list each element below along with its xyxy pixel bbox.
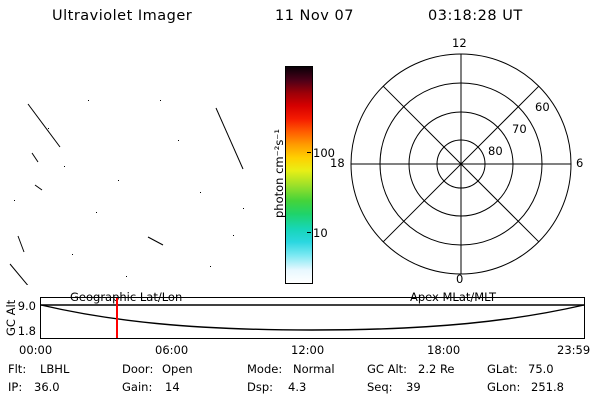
colorbar-axis-label: photon cm⁻²s⁻¹ (272, 129, 286, 219)
door-value: Open (162, 362, 193, 376)
gain-label: Gain: (122, 380, 153, 394)
mlat-label-70: 70 (512, 122, 527, 136)
polar-grid-svg (350, 53, 572, 275)
strip-xtick-0000: 00:00 (19, 343, 53, 357)
strip-xtick-0600: 06:00 (155, 343, 189, 357)
glat-label: GLat: (487, 362, 518, 376)
strip-xtick-1200: 12:00 (291, 343, 325, 357)
ip-value: 36.0 (34, 380, 60, 394)
mlt-label-12: 12 (452, 36, 467, 50)
glon-value: 251.8 (531, 380, 564, 394)
gcalt-label: GC Alt: (367, 362, 408, 376)
status-footer: Flt: LBHL IP: 36.0 Door: Open Gain: 14 M… (0, 362, 600, 400)
strip-ytick-1p8: 1.8 (17, 324, 36, 338)
flt-label: Flt: (8, 362, 27, 376)
aurora-image-svg (9, 100, 244, 289)
dsp-label: Dsp: (247, 380, 274, 394)
door-label: Door: (122, 362, 154, 376)
gain-value: 14 (165, 380, 180, 394)
colorbar-gradient (285, 66, 313, 284)
observation-time: 03:18:28 UT (428, 8, 523, 24)
strip-ytick-9: 9.0 (17, 299, 36, 313)
colorbar-tick-10: 10 (313, 226, 328, 240)
ip-label: IP: (8, 380, 23, 394)
mlat-label-60: 60 (535, 100, 550, 114)
mlt-label-6: 6 (576, 156, 584, 170)
flt-value: LBHL (40, 362, 70, 376)
strip-xtick-1800: 18:00 (427, 343, 461, 357)
glat-value: 75.0 (528, 362, 554, 376)
observation-date: 11 Nov 07 (275, 8, 354, 24)
gcalt-value: 2.2 Re (418, 362, 455, 376)
strip-plot-frame (40, 297, 585, 339)
instrument-title: Ultraviolet Imager (52, 8, 193, 24)
polar-mlat-mlt-plot: 12 18 6 0 60 70 80 (330, 36, 592, 288)
mlt-label-0: 0 (456, 272, 464, 286)
current-time-marker (116, 298, 118, 338)
strip-xtick-2359: 23:59 (557, 343, 591, 357)
seq-label: Seq: (367, 380, 393, 394)
glon-label: GLon: (487, 380, 521, 394)
colorbar: photon cm⁻²s⁻¹ 100 10 (272, 66, 335, 284)
mode-label: Mode: (247, 362, 283, 376)
mlt-label-18: 18 (330, 156, 345, 170)
gc-alt-curve-svg (40, 304, 585, 331)
mode-value: Normal (293, 362, 335, 376)
dsp-value: 4.3 (288, 380, 307, 394)
mlat-label-80: 80 (488, 144, 503, 158)
colorbar-tick-100: 100 (313, 146, 335, 160)
geographic-image-panel (0, 40, 262, 289)
gc-alt-strip-plot: GC Alt 9.0 1.8 00:00 06:00 12:00 18:00 2… (4, 297, 590, 357)
header: Ultraviolet Imager 11 Nov 07 03:18:28 UT (0, 8, 600, 30)
seq-value: 39 (406, 380, 421, 394)
